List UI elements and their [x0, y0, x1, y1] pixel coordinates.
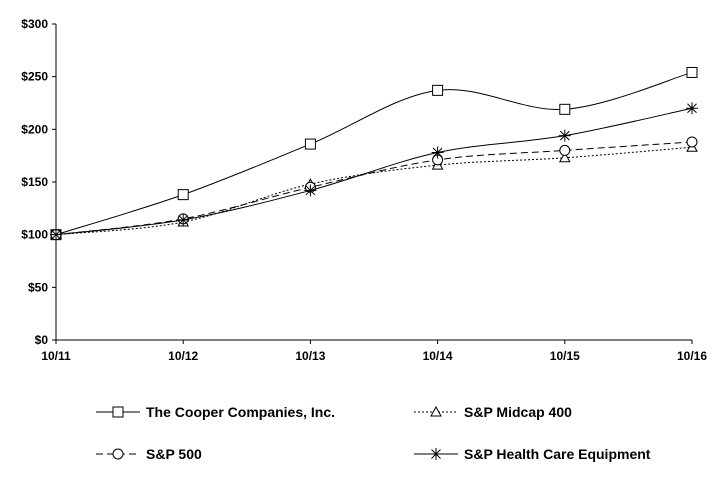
data-point-the-cooper-companies-inc [177, 189, 189, 201]
legend: The Cooper Companies, Inc. S&P Midcap 400… [96, 404, 651, 462]
legend-label-s-p-health-care-equipment: S&P Health Care Equipment [464, 446, 651, 462]
asterisk-stroke [559, 130, 570, 141]
data-point-s-p-500 [559, 144, 571, 156]
legend-marker-s-p-500 [112, 448, 124, 460]
series-line-s-p-500 [55, 141, 693, 236]
data-point-the-cooper-companies-inc [304, 138, 316, 150]
legend-item-s-p-health-care-equipment: S&P Health Care Equipment [414, 446, 651, 462]
y-tick-label: $300 [21, 17, 48, 31]
series-layer [50, 66, 698, 241]
series-s-p-health-care-equipment [50, 102, 698, 241]
series-line-s-p-health-care-equipment [55, 107, 693, 236]
y-tick-label: $50 [28, 280, 48, 294]
legend-label-the-cooper-companies-inc: The Cooper Companies, Inc. [146, 404, 335, 420]
legend-item-s-p-500: S&P 500 [96, 446, 202, 462]
legend-item-the-cooper-companies-inc: The Cooper Companies, Inc. [96, 404, 335, 420]
series-the-cooper-companies-inc [50, 66, 698, 241]
x-tick-label: 10/12 [168, 349, 198, 363]
x-tick-label: 10/15 [550, 349, 580, 363]
asterisk-stroke [687, 103, 697, 114]
y-tick-label: $200 [21, 122, 48, 136]
legend-item-s-p-midcap-400: S&P Midcap 400 [414, 404, 572, 420]
data-point-s-p-500 [686, 136, 698, 148]
x-tick-label: 10/11 [41, 349, 71, 363]
y-tick-label: $0 [35, 333, 49, 347]
data-point-s-p-midcap-400 [558, 151, 571, 163]
y-tick-label: $100 [21, 228, 48, 242]
asterisk-stroke [305, 185, 316, 196]
data-point-s-p-health-care-equipment [431, 146, 444, 159]
data-point-s-p-health-care-equipment [50, 228, 62, 241]
legend-marker-s-p-midcap-400 [430, 405, 442, 417]
y-tick-label: $250 [21, 70, 48, 84]
series-line-the-cooper-companies-inc [55, 71, 693, 236]
legend-marker-the-cooper-companies-inc [112, 406, 124, 418]
asterisk-stroke [431, 449, 441, 459]
asterisk-stroke [51, 229, 61, 240]
axes: $0 $50 $100 $150 $200 $250 $300 10/11 10/12 10/13… [21, 17, 707, 363]
data-point-the-cooper-companies-inc [432, 84, 444, 96]
legend-label-s-p-midcap-400: S&P Midcap 400 [464, 404, 572, 420]
data-point-s-p-health-care-equipment [558, 129, 571, 142]
series-s-p-500 [50, 136, 698, 241]
data-point-the-cooper-companies-inc [686, 66, 698, 78]
legend-marker-s-p-health-care-equipment [430, 448, 442, 460]
data-point-s-p-health-care-equipment [686, 102, 698, 115]
x-tick-label: 10/16 [677, 349, 707, 363]
asterisk-stroke [178, 215, 189, 225]
data-point-s-p-health-care-equipment [304, 184, 317, 197]
data-point-s-p-health-care-equipment [177, 213, 190, 226]
y-tick-label: $150 [21, 175, 48, 189]
legend-label-s-p-500: S&P 500 [146, 446, 202, 462]
x-tick-label: 10/14 [423, 349, 453, 363]
series-line-s-p-midcap-400 [55, 146, 693, 236]
x-tick-label: 10/13 [295, 349, 325, 363]
data-point-the-cooper-companies-inc [559, 103, 571, 115]
asterisk-stroke [432, 147, 443, 158]
